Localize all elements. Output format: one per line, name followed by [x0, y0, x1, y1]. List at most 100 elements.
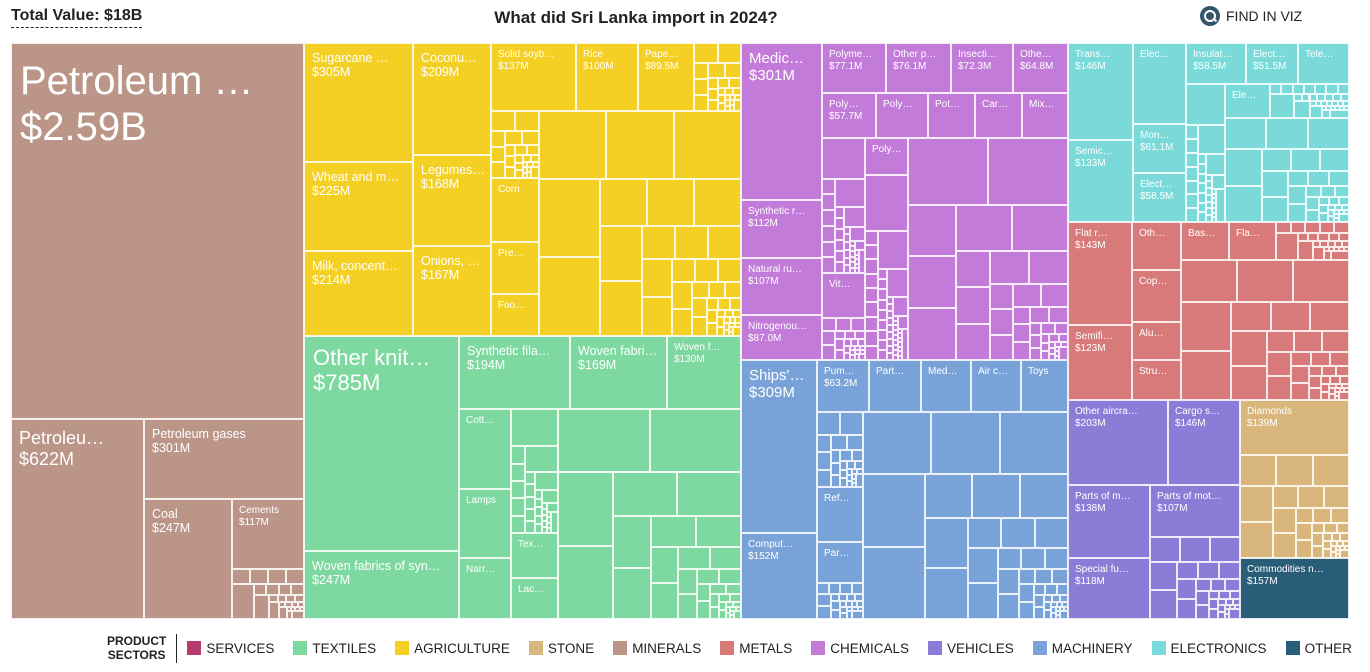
treemap-tile-unlabeled[interactable]	[822, 257, 835, 273]
treemap-tile-unlabeled[interactable]	[1040, 283, 1068, 307]
treemap-tile-unlabeled[interactable]	[534, 507, 542, 516]
treemap-tile-unlabeled[interactable]	[865, 316, 878, 332]
treemap-tile-unlabeled[interactable]	[854, 353, 859, 360]
treemap-tile-unlabeled[interactable]	[1319, 204, 1329, 214]
legend-item-machinery[interactable]: MACHINERY	[1032, 641, 1133, 656]
treemap-tile-unlabeled[interactable]	[719, 594, 731, 602]
treemap-tile-unlabeled[interactable]	[1331, 507, 1349, 523]
treemap-tile-unlabeled[interactable]	[707, 322, 718, 336]
treemap-tile-unlabeled[interactable]	[717, 326, 725, 336]
treemap-tile-unlabeled[interactable]	[877, 299, 887, 310]
treemap-tile-unlabeled[interactable]	[1334, 241, 1342, 247]
treemap-tile-unlabeled[interactable]	[1266, 375, 1292, 400]
treemap-tile-unlabeled[interactable]	[1186, 180, 1198, 195]
treemap-tile-unlabeled[interactable]	[865, 288, 878, 303]
treemap-tile-unlabeled[interactable]	[854, 250, 859, 255]
treemap-tile-unlabeled[interactable]	[534, 524, 542, 533]
treemap-tile-unlabeled[interactable]	[1335, 396, 1340, 400]
treemap-tile-unlabeled[interactable]	[834, 178, 865, 207]
treemap-tile-unlabeled[interactable]	[1328, 204, 1336, 210]
treemap-tile-unlabeled[interactable]	[830, 593, 839, 602]
treemap-tile-unlabeled[interactable]	[956, 204, 1012, 252]
treemap-tile-unlabeled[interactable]	[1308, 366, 1323, 377]
treemap-tile-unlabeled[interactable]	[505, 156, 516, 168]
treemap-tile-unlabeled[interactable]	[286, 594, 296, 602]
treemap-tile-unlabeled[interactable]	[1209, 599, 1219, 610]
treemap-tile-unlabeled[interactable]	[541, 515, 547, 522]
treemap-tile-unlabeled[interactable]	[834, 250, 844, 262]
treemap-tile-unlabeled[interactable]	[1334, 217, 1339, 222]
treemap-tile[interactable]: Insulat… $58.5M	[1186, 43, 1246, 84]
treemap-tile-unlabeled[interactable]	[1336, 540, 1343, 546]
treemap-tile-unlabeled[interactable]	[1225, 149, 1263, 186]
legend-item-agriculture[interactable]: AGRICULTURE	[395, 641, 510, 656]
treemap-tile-unlabeled[interactable]	[822, 138, 865, 179]
treemap-tile-unlabeled[interactable]	[850, 256, 855, 263]
treemap-tile-unlabeled[interactable]	[708, 88, 718, 100]
treemap-tile-unlabeled[interactable]	[1051, 569, 1068, 585]
treemap-tile-unlabeled[interactable]	[515, 111, 539, 132]
treemap-tile[interactable]: Pre…	[491, 242, 539, 294]
treemap-tile-unlabeled[interactable]	[694, 63, 709, 80]
treemap-tile[interactable]: Legumes… $168M	[413, 155, 491, 246]
treemap-tile-unlabeled[interactable]	[1181, 302, 1232, 351]
treemap-tile-unlabeled[interactable]	[1320, 383, 1330, 392]
treemap-tile-unlabeled[interactable]	[599, 225, 642, 281]
find-in-viz-button[interactable]: FIND IN VIZ	[1200, 6, 1302, 26]
treemap-tile-unlabeled[interactable]	[729, 327, 734, 332]
treemap-tile-unlabeled[interactable]	[1211, 198, 1216, 204]
treemap-tile-unlabeled[interactable]	[539, 257, 600, 336]
treemap-tile-unlabeled[interactable]	[522, 161, 528, 168]
treemap-tile-unlabeled[interactable]	[851, 474, 856, 479]
treemap-tile-unlabeled[interactable]	[1341, 241, 1349, 247]
treemap-tile-unlabeled[interactable]	[989, 309, 1014, 335]
treemap-tile-unlabeled[interactable]	[1224, 605, 1230, 610]
treemap-tile-unlabeled[interactable]	[729, 317, 736, 324]
treemap-tile-unlabeled[interactable]	[851, 610, 863, 619]
treemap-tile-unlabeled[interactable]	[1186, 153, 1198, 167]
legend-item-minerals[interactable]: MINERALS	[613, 641, 701, 656]
treemap-tile-unlabeled[interactable]	[1225, 578, 1240, 591]
treemap-tile-unlabeled[interactable]	[834, 339, 844, 350]
treemap-tile-unlabeled[interactable]	[733, 601, 741, 607]
treemap-tile[interactable]: Med…	[921, 360, 971, 412]
treemap-tile-unlabeled[interactable]	[1342, 540, 1349, 546]
treemap-tile-unlabeled[interactable]	[558, 545, 613, 619]
treemap-tile-unlabeled[interactable]	[1344, 545, 1349, 550]
treemap-tile-unlabeled[interactable]	[1328, 246, 1334, 251]
treemap-tile-unlabeled[interactable]	[855, 474, 863, 487]
treemap-tile-unlabeled[interactable]	[1211, 217, 1216, 222]
treemap-tile-unlabeled[interactable]	[1301, 94, 1310, 102]
treemap-tile[interactable]: Bas…	[1181, 222, 1229, 260]
treemap-tile-unlabeled[interactable]	[828, 583, 840, 594]
treemap-tile[interactable]: Other p… $76.1M	[886, 43, 951, 93]
treemap-tile-unlabeled[interactable]	[988, 138, 1068, 205]
legend-item-vehicles[interactable]: VEHICLES	[928, 641, 1014, 656]
treemap-tile-unlabeled[interactable]	[724, 323, 730, 330]
treemap-tile-unlabeled[interactable]	[886, 324, 894, 332]
treemap-tile-unlabeled[interactable]	[534, 498, 542, 508]
treemap-tile-unlabeled[interactable]	[1344, 209, 1349, 214]
treemap-tile-unlabeled[interactable]	[886, 296, 894, 304]
treemap-tile-unlabeled[interactable]	[505, 167, 516, 178]
treemap-tile-unlabeled[interactable]	[717, 258, 741, 282]
treemap-tile-unlabeled[interactable]	[1331, 533, 1341, 541]
treemap-tile-unlabeled[interactable]	[834, 228, 844, 240]
treemap-tile-unlabeled[interactable]	[1326, 106, 1331, 111]
treemap-tile-unlabeled[interactable]	[1335, 204, 1343, 210]
treemap-tile[interactable]: Par…	[817, 542, 863, 583]
treemap-tile-unlabeled[interactable]	[865, 259, 878, 274]
treemap-tile-unlabeled[interactable]	[1232, 599, 1240, 606]
treemap-tile-unlabeled[interactable]	[1231, 365, 1267, 400]
treemap-tile-unlabeled[interactable]	[822, 210, 835, 226]
treemap-tile-unlabeled[interactable]	[877, 269, 887, 280]
treemap-tile-unlabeled[interactable]	[908, 256, 956, 309]
treemap-tile[interactable]: Tele…	[1298, 43, 1349, 84]
treemap-tile[interactable]: Nitrogenou… $87.0M	[741, 315, 822, 360]
treemap-tile-unlabeled[interactable]	[877, 289, 887, 300]
treemap-tile-unlabeled[interactable]	[1335, 388, 1340, 393]
treemap-tile-unlabeled[interactable]	[1320, 376, 1331, 384]
treemap-tile-unlabeled[interactable]	[1341, 94, 1349, 102]
treemap-tile-unlabeled[interactable]	[1028, 251, 1068, 284]
treemap-tile-unlabeled[interactable]	[854, 240, 865, 251]
